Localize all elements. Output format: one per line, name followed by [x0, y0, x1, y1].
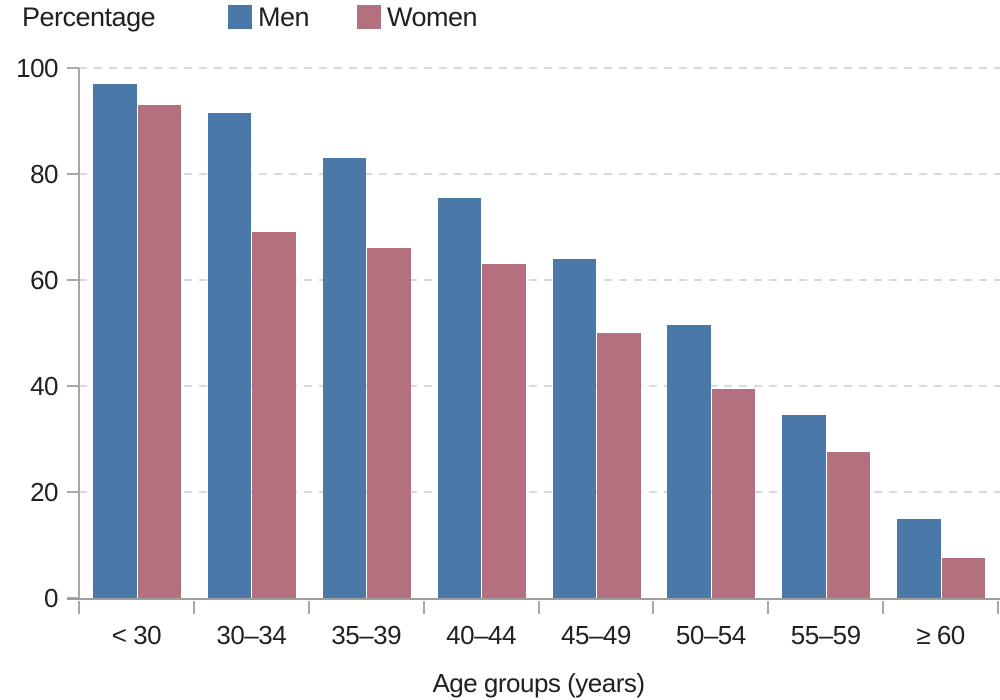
gridline-20 — [79, 491, 1000, 493]
bar-men-3 — [322, 158, 367, 598]
bar-women-8 — [941, 558, 986, 598]
legend: Men Women — [228, 0, 478, 34]
bar-women-4 — [482, 264, 526, 598]
bar-men-1 — [93, 83, 137, 598]
x-tick-label-7: 55–59 — [790, 620, 861, 650]
bar-women-1 — [137, 105, 181, 598]
legend-swatch-women-icon — [357, 5, 382, 29]
x-tick-3 — [422, 601, 425, 614]
y-tick-80 — [67, 173, 79, 175]
y-tick-label-100: 100 — [16, 53, 58, 83]
gridline-40 — [79, 385, 1000, 387]
legend-label-women: Women — [387, 1, 478, 32]
bar-women-2 — [252, 232, 296, 598]
legend-label-men: Men — [258, 1, 310, 32]
x-tick-label-8: ≥ 60 — [916, 620, 965, 650]
bar-women-7 — [826, 452, 871, 598]
y-tick-20 — [67, 491, 79, 493]
x-tick-7 — [882, 601, 885, 614]
y-tick-label-20: 20 — [30, 477, 58, 507]
x-tick-1 — [192, 601, 195, 614]
x-tick-label-1: < 30 — [111, 620, 162, 650]
x-tick-6 — [767, 601, 770, 614]
x-tick-4 — [537, 601, 540, 614]
y-tick-label-0: 0 — [44, 583, 58, 613]
x-tick-2 — [307, 601, 310, 614]
x-tick-5 — [652, 601, 655, 614]
y-tick-label-40: 40 — [30, 371, 58, 401]
bar-women-6 — [711, 388, 756, 598]
y-tick-40 — [67, 385, 79, 387]
y-tick-label-60: 60 — [30, 265, 58, 295]
gridline-60 — [79, 279, 1000, 281]
y-axis-title: Percentage — [22, 2, 156, 32]
bar-men-7 — [782, 415, 826, 598]
y-tick-label-80: 80 — [30, 159, 58, 189]
bar-men-6 — [667, 325, 711, 598]
y-tick-60 — [67, 279, 79, 281]
bar-men-4 — [437, 197, 482, 598]
y-tick-100 — [67, 67, 79, 69]
x-tick-8 — [997, 601, 999, 614]
bar-men-8 — [897, 518, 941, 598]
x-tick-label-2: 30–34 — [216, 620, 287, 650]
legend-swatch-men-icon — [228, 5, 252, 29]
bar-women-3 — [367, 248, 411, 598]
x-tick-label-4: 40–44 — [446, 620, 516, 650]
x-tick-label-3: 35–39 — [331, 620, 402, 650]
bar-men-5 — [552, 258, 596, 598]
x-tick-label-5: 45–49 — [561, 620, 631, 650]
x-axis-title: Age groups (years) — [432, 668, 645, 698]
bar-women-5 — [597, 333, 641, 598]
gridline-80 — [79, 173, 1000, 175]
gridline-100 — [79, 67, 1000, 69]
x-tick-label-6: 50–54 — [675, 620, 746, 650]
bar-men-2 — [207, 113, 252, 598]
y-axis-line — [78, 68, 80, 598]
x-tick-0 — [78, 601, 80, 614]
x-baseline — [67, 598, 1000, 600]
